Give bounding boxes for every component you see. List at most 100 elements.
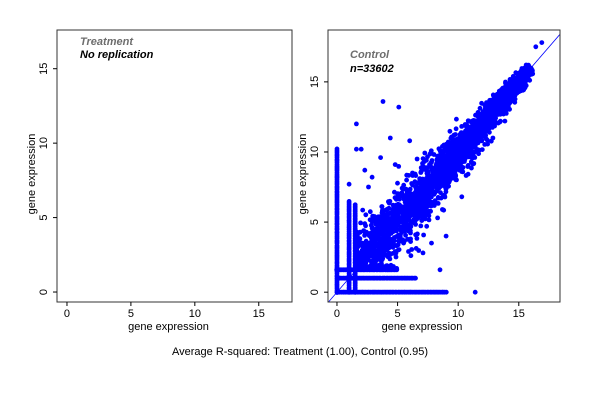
data-point (413, 232, 418, 238)
data-point (498, 118, 503, 124)
data-point (383, 221, 388, 227)
data-point (393, 207, 398, 213)
data-point (522, 85, 528, 91)
data-point (504, 100, 509, 106)
annotation-subtitle: n=33602 (350, 63, 394, 75)
data-point (462, 122, 468, 127)
data-point (507, 106, 512, 112)
points-layer (328, 33, 560, 302)
data-point (380, 99, 386, 104)
data-point (428, 194, 434, 200)
data-point (401, 196, 407, 202)
data-point (501, 111, 506, 117)
data-point (428, 165, 434, 171)
data-point (469, 145, 474, 151)
data-point (414, 216, 419, 222)
data-point (353, 251, 358, 256)
data-point (446, 162, 452, 167)
data-point (533, 44, 539, 50)
data-point (378, 155, 383, 161)
data-point (412, 200, 418, 205)
data-point (441, 162, 447, 167)
data-point (394, 243, 399, 249)
x-tick-label: 15 (513, 308, 525, 320)
data-point (447, 128, 453, 134)
data-point (441, 177, 446, 183)
data-point (395, 192, 401, 198)
data-point (390, 202, 396, 208)
y-tick-label: 5 (309, 219, 321, 225)
data-point (358, 220, 363, 226)
data-point (457, 164, 462, 170)
data-point (454, 177, 459, 183)
data-point (414, 156, 420, 162)
data-point (432, 165, 438, 171)
data-point (402, 207, 408, 213)
data-point (418, 207, 424, 212)
data-point (539, 40, 545, 45)
data-point (388, 221, 394, 227)
data-point (487, 129, 492, 135)
data-point (405, 192, 411, 197)
data-point (404, 177, 409, 183)
x-tick-label: 5 (128, 308, 134, 320)
data-point (390, 217, 396, 223)
data-point (426, 208, 432, 214)
data-point (408, 253, 414, 259)
x-tick-label: 0 (64, 308, 70, 320)
data-point (406, 173, 411, 178)
data-point (450, 162, 456, 168)
data-point (472, 149, 477, 155)
data-point (418, 184, 423, 190)
data-point (429, 240, 434, 246)
data-point (363, 212, 369, 218)
data-point (454, 116, 459, 122)
data-point (367, 209, 373, 215)
data-point (404, 228, 409, 233)
data-point (395, 180, 400, 186)
data-point (499, 107, 504, 113)
caption: Average R-squared: Treatment (1.00), Con… (172, 346, 428, 358)
data-point (466, 125, 471, 131)
data-point (422, 150, 428, 156)
data-point (465, 163, 471, 168)
data-point (363, 256, 368, 262)
data-point (421, 181, 427, 187)
data-point (417, 176, 423, 182)
data-point (432, 199, 438, 205)
data-point (521, 79, 526, 85)
data-point (386, 243, 392, 249)
data-point (393, 254, 399, 260)
x-axis-label: gene expression (128, 321, 209, 333)
data-point (459, 124, 465, 129)
data-point (450, 141, 455, 147)
data-point (402, 217, 408, 223)
x-tick-label: 10 (452, 308, 464, 320)
data-point (436, 153, 442, 159)
data-point (424, 204, 430, 210)
data-point (354, 266, 359, 272)
data-point (421, 232, 426, 238)
data-point (424, 223, 430, 229)
data-point (442, 194, 448, 200)
data-point (381, 250, 386, 256)
data-point (413, 275, 418, 281)
data-point (510, 86, 515, 92)
data-point (366, 184, 371, 190)
data-point (362, 240, 368, 246)
data-point (414, 191, 419, 197)
data-point (464, 145, 470, 151)
data-point (461, 150, 466, 156)
data-point (363, 223, 368, 229)
data-point (415, 206, 420, 212)
data-point (470, 161, 476, 167)
data-point (385, 254, 391, 260)
data-point (438, 184, 443, 190)
data-point (362, 233, 367, 238)
data-point (471, 121, 477, 127)
data-point (465, 151, 471, 157)
data-point (421, 159, 427, 164)
data-point (465, 131, 470, 137)
data-point (443, 186, 449, 191)
